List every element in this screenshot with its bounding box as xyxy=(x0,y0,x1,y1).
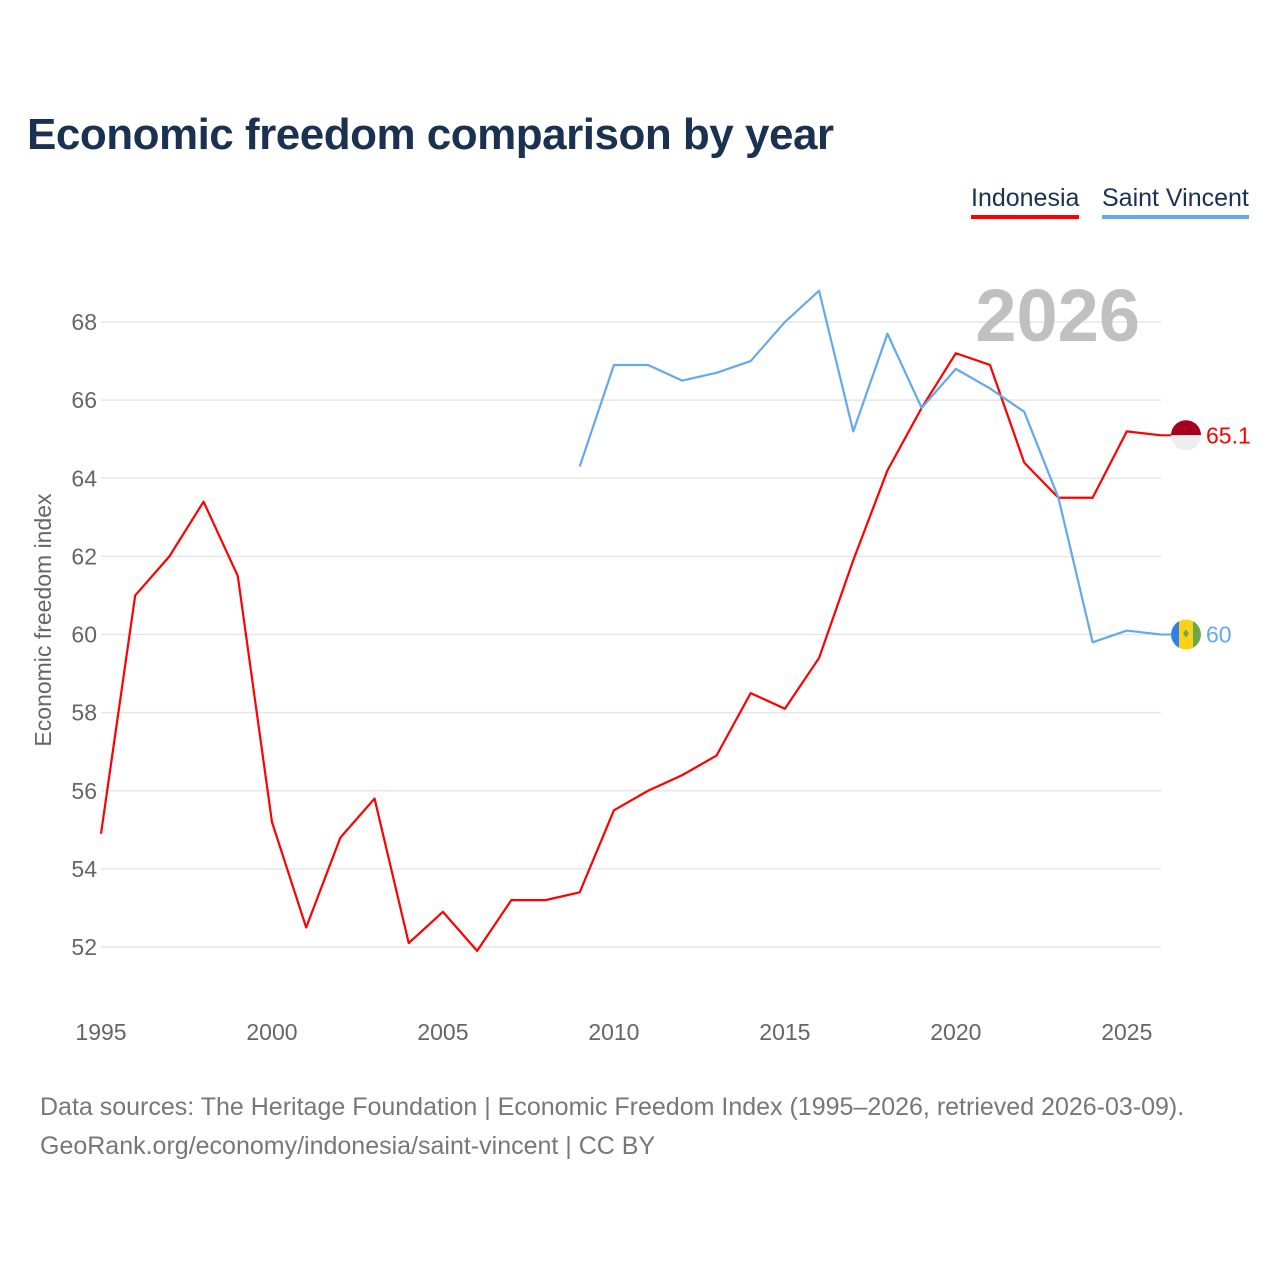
x-tick-label: 2000 xyxy=(246,1019,297,1045)
x-tick-label: 2010 xyxy=(588,1019,639,1045)
flag-diamond xyxy=(1183,629,1189,638)
source-note: Data sources: The Heritage Foundation | … xyxy=(40,1088,1184,1166)
x-tick-label: 2025 xyxy=(1101,1019,1152,1045)
y-tick-label: 62 xyxy=(71,543,97,569)
chart-title: Economic freedom comparison by year xyxy=(27,110,834,159)
end-value-label: 65.1 xyxy=(1206,422,1251,448)
legend-indonesia[interactable]: Indonesia xyxy=(971,184,1080,219)
y-tick-label: 52 xyxy=(71,934,97,960)
x-tick-label: 1995 xyxy=(75,1019,126,1045)
y-tick-label: 66 xyxy=(71,387,97,413)
y-tick-label: 54 xyxy=(71,856,97,882)
x-tick-label: 2005 xyxy=(417,1019,468,1045)
year-watermark: 2026 xyxy=(975,274,1140,357)
series-line-saint-vincent xyxy=(578,289,1162,644)
y-tick-label: 56 xyxy=(71,778,97,804)
x-tick-label: 2015 xyxy=(759,1019,810,1045)
series-line-indonesia xyxy=(99,352,1162,953)
end-value-label: 60 xyxy=(1206,622,1232,648)
flag-green-band xyxy=(1193,621,1201,648)
x-tick-label: 2020 xyxy=(930,1019,981,1045)
source-line-1: Data sources: The Heritage Foundation | … xyxy=(40,1093,1185,1121)
flag-blue-band xyxy=(1171,621,1179,648)
y-tick-label: 58 xyxy=(71,700,97,726)
y-tick-label: 68 xyxy=(71,309,97,335)
source-line-2[interactable]: GeoRank.org/economy/indonesia/saint-vinc… xyxy=(40,1132,656,1160)
indonesia-flag-icon xyxy=(1171,420,1201,436)
legend-saint-vincent[interactable]: Saint Vincent xyxy=(1102,184,1249,219)
y-axis-label: Economic freedom index xyxy=(30,493,56,747)
y-tick-label: 64 xyxy=(71,465,97,491)
y-tick-label: 60 xyxy=(71,622,97,648)
indonesia-flag-icon-lower xyxy=(1171,435,1201,451)
